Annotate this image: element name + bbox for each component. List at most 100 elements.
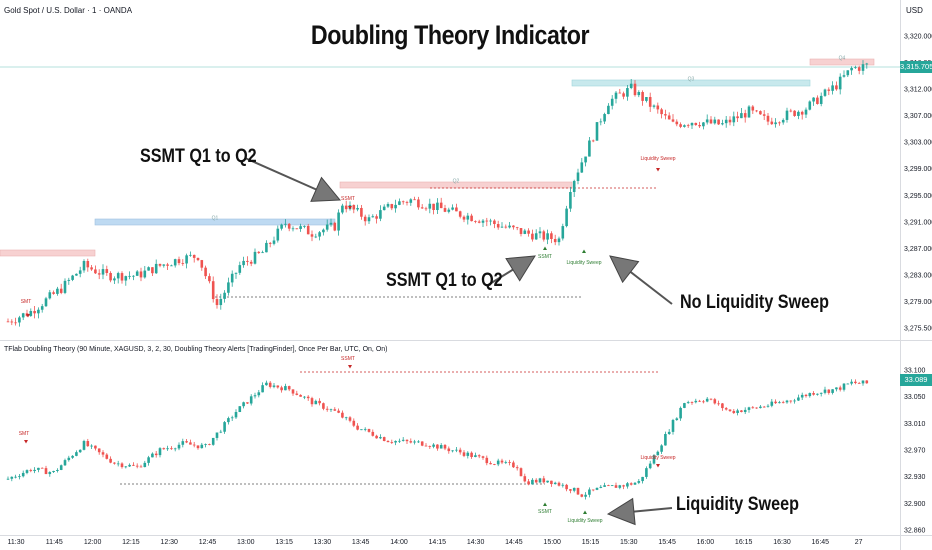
candle-body (732, 116, 736, 123)
candle-body (523, 476, 527, 482)
signal-triangle (26, 314, 30, 318)
candle-body (686, 125, 690, 127)
candle-body (671, 419, 675, 432)
price-tick-label: 3,287.000 (904, 246, 932, 253)
candle-body (747, 106, 751, 118)
time-tick-label: 12:30 (160, 539, 178, 546)
candle-body (443, 445, 447, 449)
callout-ssmt-middle: SSMT Q1 to Q2 (386, 270, 503, 291)
candle-body (751, 407, 755, 409)
candle-body (48, 472, 52, 475)
candle-body (485, 457, 489, 464)
candle-body (78, 270, 82, 274)
candle-body (626, 88, 629, 97)
candle-body (451, 450, 454, 452)
candle-body (443, 208, 447, 212)
candle-body (189, 442, 192, 445)
candle-body (774, 401, 777, 404)
candle-body (614, 485, 618, 488)
candle-body (75, 273, 78, 276)
candle-body (230, 273, 234, 283)
candle-body (553, 238, 557, 243)
candle-body (599, 486, 603, 488)
candle-body (310, 234, 314, 237)
candle-body (10, 476, 14, 479)
candle-body (694, 400, 698, 403)
signal-triangle (582, 249, 586, 253)
candle-body (819, 392, 823, 394)
candle-body (59, 288, 63, 293)
candle-body (508, 462, 511, 463)
candle-body (295, 393, 299, 395)
currency-label[interactable]: USD (906, 6, 923, 15)
candle-body (835, 85, 838, 90)
candle-body (432, 444, 435, 447)
candle-body (382, 206, 386, 211)
candle-body (808, 101, 812, 110)
candle-body (299, 226, 302, 229)
candle-body (158, 263, 162, 266)
candle-body (318, 232, 321, 237)
candle-body (14, 322, 17, 324)
candle-body (804, 394, 808, 397)
candle-body (846, 383, 850, 385)
candle-body (276, 228, 280, 241)
candle-body (189, 254, 192, 256)
symbol-title[interactable]: Gold Spot / U.S. Dollar · 1 · OANDA (4, 6, 133, 15)
candle-body (37, 309, 40, 314)
candle-body (405, 439, 409, 442)
candle-body (797, 111, 800, 116)
candle-body (648, 463, 652, 469)
candle-body (861, 380, 865, 384)
price-tick-label: 32.970 (904, 448, 926, 455)
candle-body (116, 273, 120, 279)
candle-body (56, 288, 59, 294)
time-tick-label: 13:15 (275, 539, 293, 546)
candle-body (778, 402, 781, 404)
candle-body (181, 263, 185, 264)
candle-body (504, 226, 508, 228)
candle-body (667, 115, 671, 120)
candle-body (268, 382, 272, 387)
candle-body (652, 105, 656, 107)
zone-q4-label: Q4 (839, 56, 846, 62)
candle-body (306, 225, 310, 235)
candle-body (546, 480, 549, 483)
candle-body (33, 469, 36, 472)
candle-body (709, 119, 713, 124)
candle-body (481, 456, 485, 458)
candle-body (162, 264, 166, 266)
candle-body (808, 393, 812, 397)
candle-body (200, 260, 204, 268)
candle-body (766, 115, 770, 122)
candle-body (238, 406, 242, 413)
candle-body (242, 260, 245, 266)
candle-body (557, 482, 561, 486)
candle-body (211, 437, 215, 445)
candle-body (219, 298, 223, 306)
candle-body (481, 220, 485, 223)
candle-body (386, 204, 390, 207)
candle-body (508, 225, 511, 228)
candle-body (405, 202, 409, 203)
indicator-legend[interactable]: TFlab Doubling Theory (90 Minute, XAGUSD… (4, 346, 388, 353)
candle-body (71, 455, 74, 458)
candle-body (63, 460, 67, 466)
candle-body (679, 407, 682, 419)
candle-body (618, 92, 622, 94)
candle-body (732, 410, 736, 414)
candle-body (257, 251, 261, 253)
time-tick-label: 15:00 (543, 539, 561, 546)
candle-body (356, 425, 359, 430)
candle-body (18, 317, 21, 323)
candle-body (656, 105, 660, 110)
candle-body (793, 400, 796, 402)
candle-body (249, 396, 253, 404)
candle-body (789, 110, 793, 112)
candle-body (721, 123, 724, 125)
candle-body (432, 203, 435, 211)
candle-body (299, 394, 302, 397)
candle-body (287, 223, 291, 229)
